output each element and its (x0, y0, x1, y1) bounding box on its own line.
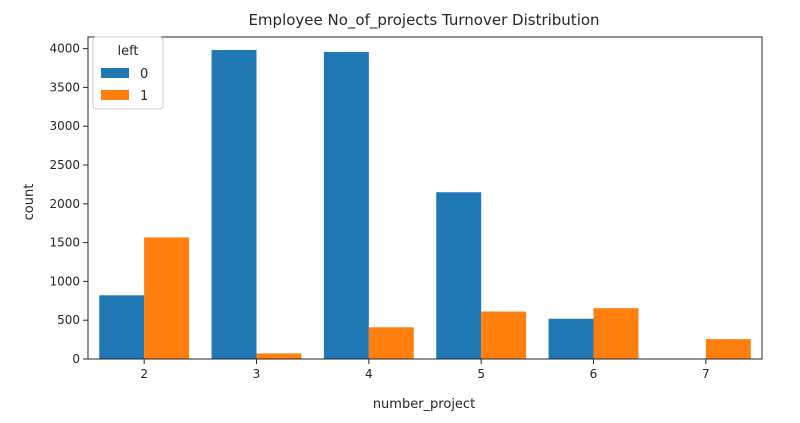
bar-3-left-1 (256, 353, 302, 359)
bar-3-left-0 (211, 49, 257, 360)
y-tick-label: 4000 (49, 42, 80, 56)
y-tick-label: 0 (72, 352, 80, 366)
legend: left 01 (92, 36, 164, 110)
x-tick-label: 7 (702, 367, 710, 381)
bar-4-left-0 (323, 52, 369, 360)
x-axis-ticks: 2 3 4 5 6 7 (140, 359, 710, 381)
y-tick-label: 3500 (49, 80, 80, 94)
legend-label-0: 0 (140, 67, 148, 82)
x-tick-label: 5 (477, 367, 485, 381)
bars-layer (99, 49, 751, 360)
legend-swatch-0 (101, 68, 129, 78)
bar-5-left-1 (481, 311, 527, 359)
legend-title: left (117, 44, 138, 59)
bar-6-left-1 (593, 308, 639, 359)
legend-label-1: 1 (140, 89, 148, 104)
y-axis-label: count (22, 184, 37, 221)
y-tick-label: 1500 (49, 236, 80, 250)
x-tick-label: 3 (253, 367, 261, 381)
legend-items: 01 (101, 67, 148, 104)
legend-swatch-1 (101, 90, 129, 100)
bar-2-left-0 (99, 295, 145, 359)
y-tick-label: 500 (57, 313, 80, 327)
x-tick-label: 4 (365, 367, 373, 381)
y-tick-label: 3000 (49, 119, 80, 133)
x-axis-label: number_project (373, 397, 475, 412)
y-tick-label: 2000 (49, 197, 80, 211)
chart-title: Employee No_of_projects Turnover Distrib… (248, 11, 599, 30)
bar-4-left-1 (368, 327, 414, 359)
y-tick-label: 2500 (49, 158, 80, 172)
y-axis-ticks: 0 500 1000 1500 2000 2500 3000 3500 4000 (49, 42, 88, 366)
bar-5-left-0 (436, 192, 482, 359)
plot-frame (87, 36, 763, 360)
y-tick-label: 1000 (49, 274, 80, 288)
bar-2-left-1 (144, 237, 190, 359)
bar-6-left-0 (548, 318, 594, 359)
x-tick-label: 6 (590, 367, 598, 381)
x-tick-label: 2 (140, 367, 148, 381)
bar-7-left-1 (705, 339, 751, 359)
